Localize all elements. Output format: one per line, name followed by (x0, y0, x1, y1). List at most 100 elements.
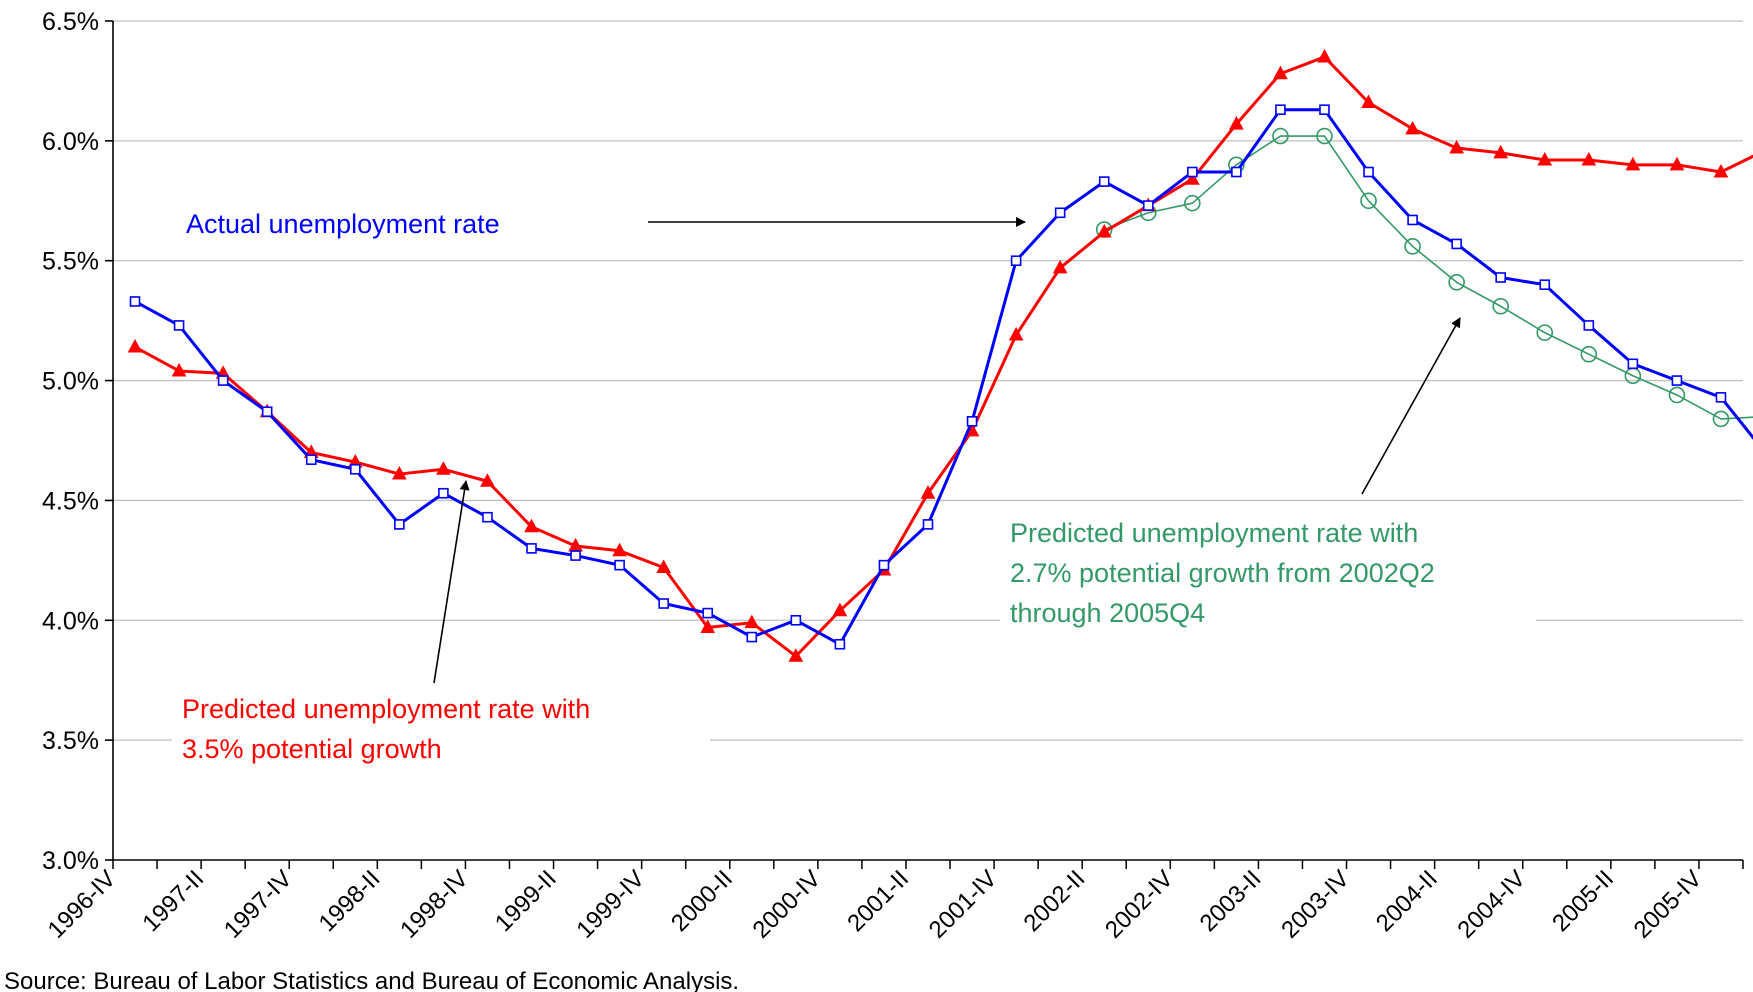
axes (112, 21, 1743, 861)
y-axis-ticks: 3.0% 3.5% 4.0% 4.5% 5.0% 5.5% 6.0% 6.5% (42, 8, 113, 875)
y-tick-label: 5.5% (42, 248, 99, 276)
data-point-predicted_27 (1272, 127, 1289, 145)
x-tick-label: 2005-IV (1629, 865, 1708, 944)
y-tick-label: 4.5% (42, 487, 99, 515)
x-tick-label: 1996-IV (43, 865, 122, 944)
data-point-actual (746, 631, 758, 643)
data-point-predicted_27 (1712, 410, 1730, 428)
data-point-actual (1187, 166, 1198, 178)
data-point-actual (1142, 200, 1154, 211)
data-point-predicted_35 (744, 614, 760, 629)
data-point-predicted_35 (1493, 144, 1509, 159)
data-point-predicted_35 (1405, 120, 1420, 135)
data-point-actual (1231, 166, 1242, 178)
data-point-predicted_35 (1537, 151, 1553, 166)
data-point-predicted_35 (1052, 259, 1068, 274)
data-point-predicted_27 (1448, 273, 1465, 291)
data-point-actual (1407, 214, 1418, 226)
x-tick-label: 2002-II (1019, 865, 1091, 937)
y-tick-label: 6.5% (42, 8, 99, 36)
data-point-predicted_35 (524, 518, 539, 533)
data-point-actual (1715, 392, 1727, 403)
data-point-actual (658, 598, 669, 609)
source-note: Source: Bureau of Labor Statistics and B… (4, 968, 739, 992)
data-point-predicted_27 (1492, 297, 1510, 315)
label-actual: Actual unemployment rate (186, 209, 500, 239)
data-point-predicted_35 (656, 559, 672, 574)
y-tick-label: 3.5% (42, 727, 99, 755)
x-tick-label: 1998-II (314, 865, 386, 937)
data-point-predicted_35 (1449, 139, 1464, 154)
data-point-predicted_27 (1184, 194, 1201, 212)
data-point-predicted_27 (1580, 345, 1598, 363)
x-tick-label: 1997-II (137, 865, 209, 937)
data-point-predicted_35 (832, 602, 848, 617)
data-point-actual (922, 519, 934, 530)
x-tick-label: 1998-IV (395, 865, 474, 944)
data-point-actual (966, 416, 978, 427)
series-line-predicted_27 (1103, 135, 1753, 420)
data-point-actual (1363, 166, 1374, 178)
data-point-actual (1627, 358, 1639, 370)
data-point-predicted_35 (788, 648, 804, 662)
data-point-actual (1539, 279, 1551, 290)
x-tick-label: 2000-IV (748, 865, 827, 944)
x-tick-label: 2001-II (842, 865, 914, 937)
data-point-predicted_35 (1317, 48, 1332, 63)
x-axis-ticks: 1996-IV 1997-II 1997-IV 1998-II 1998-IV 1999-… (43, 860, 1744, 944)
data-point-actual (438, 487, 449, 499)
data-point-actual (1054, 207, 1066, 219)
annotation-masks (172, 196, 1536, 772)
data-point-predicted_35 (1096, 223, 1112, 238)
y-tick-label: 3.0% (42, 847, 99, 875)
arrow-predicted-27 (1361, 317, 1461, 495)
data-point-actual (261, 406, 273, 418)
data-point-actual (129, 296, 141, 307)
data-point-predicted_27 (1360, 192, 1377, 210)
label-predicted-27-line2: 2.7% potential growth from 2002Q2 (1010, 558, 1435, 588)
data-point-predicted_35 (612, 542, 627, 557)
data-point-actual (1451, 238, 1462, 250)
label-predicted-35-line2: 3.5% potential growth (182, 734, 442, 764)
x-tick-label: 2004-II (1371, 865, 1443, 937)
data-point-predicted_35 (392, 466, 407, 480)
data-point-predicted_35 (1625, 156, 1641, 171)
data-point-predicted_35 (700, 619, 716, 633)
data-point-actual (1275, 104, 1286, 115)
data-point-predicted_35 (920, 485, 936, 499)
series-actual (129, 104, 1753, 650)
y-tick-label: 5.0% (42, 368, 99, 396)
data-point-actual (1671, 375, 1683, 386)
data-point-actual (570, 550, 581, 561)
x-tick-label: 2005-II (1547, 865, 1619, 937)
data-point-predicted_35 (480, 473, 495, 487)
data-point-actual (614, 559, 625, 571)
data-point-actual (217, 375, 229, 386)
data-point-predicted_35 (436, 461, 451, 475)
x-tick-label: 1999-II (490, 865, 562, 937)
data-point-predicted_35 (171, 362, 187, 377)
data-point-actual (702, 607, 714, 619)
data-point-actual (526, 543, 537, 554)
data-point-actual (305, 454, 317, 465)
series-line-predicted_35 (134, 55, 1753, 658)
label-predicted-27-line1: Predicted unemployment rate with (1010, 518, 1418, 548)
arrow-predicted-35 (433, 480, 470, 684)
x-tick-label: 2004-IV (1452, 865, 1531, 944)
data-point-actual (1010, 255, 1022, 267)
data-point-actual (1583, 320, 1595, 331)
data-point-actual (878, 559, 890, 571)
series-line-actual (134, 108, 1753, 646)
y-tick-label: 6.0% (42, 128, 99, 156)
x-tick-label: 2003-II (1195, 865, 1267, 937)
data-point-predicted_27 (1668, 386, 1686, 404)
label-predicted-27-line3: through 2005Q4 (1010, 598, 1205, 628)
data-point-actual (173, 320, 185, 331)
data-point-predicted_27 (1316, 127, 1333, 145)
data-point-actual (1319, 104, 1330, 115)
data-point-predicted_27 (1536, 324, 1554, 341)
data-point-predicted_35 (1713, 163, 1729, 178)
data-point-predicted_35 (1008, 326, 1024, 341)
annotation-mask (176, 196, 644, 248)
